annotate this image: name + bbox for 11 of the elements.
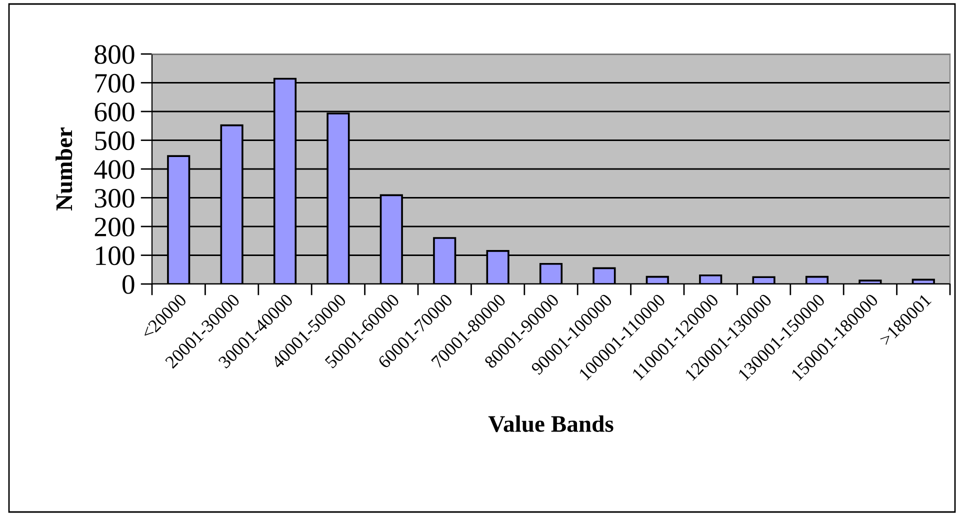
y-tick-label: 800	[94, 45, 134, 64]
y-tick-label: 200	[94, 218, 134, 236]
x-axis-title: Value Bands	[488, 415, 614, 432]
y-tick-label: 700	[96, 74, 134, 93]
y-tick-label: 600	[94, 102, 134, 122]
y-tick-label: 300	[94, 188, 134, 208]
y-tick-label: 100	[96, 246, 134, 266]
y-tick-label: 0	[122, 275, 134, 294]
y-tick-label: 400	[94, 160, 134, 179]
y-axis-title: Number	[56, 128, 72, 211]
y-tick-label: 500	[95, 131, 134, 150]
